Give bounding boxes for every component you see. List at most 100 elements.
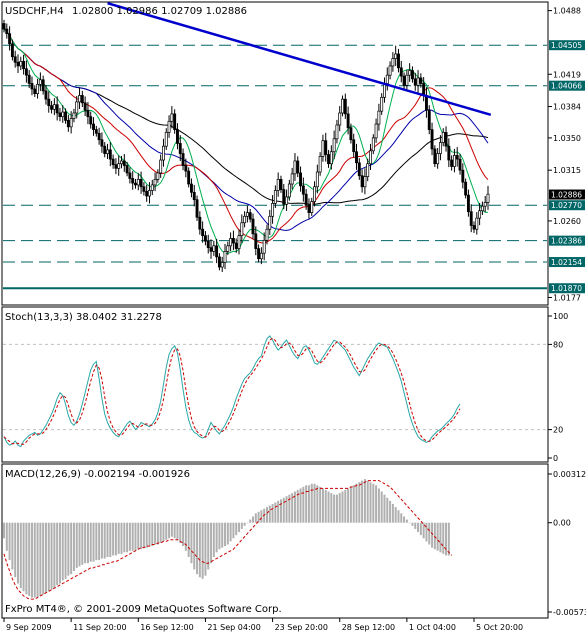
macd-histogram-bar xyxy=(372,483,375,523)
price-candle-body xyxy=(452,155,456,167)
price-candle-body xyxy=(111,158,115,165)
macd-histogram-bar xyxy=(179,522,182,543)
price-axis-label: 1.0419 xyxy=(553,70,581,79)
time-axis-label: 28 Sep 12:00 xyxy=(342,623,395,632)
macd-histogram-bar xyxy=(25,522,28,595)
macd-histogram-bar xyxy=(8,522,11,561)
macd-histogram-bar xyxy=(319,486,322,523)
macd-histogram-bar xyxy=(78,522,81,567)
price-candle-body xyxy=(89,116,93,125)
price-candle-body xyxy=(313,186,316,202)
macd-histogram-bar xyxy=(30,522,33,598)
macd-histogram-bar xyxy=(302,486,305,523)
macd-histogram-bar xyxy=(64,522,67,579)
price-candle-body xyxy=(55,104,59,114)
price-candle-body xyxy=(83,102,87,111)
macd-histogram-bar xyxy=(28,522,31,596)
macd-histogram-bar xyxy=(344,489,347,523)
macd-histogram-bar xyxy=(251,516,254,523)
price-candle-body xyxy=(282,189,286,205)
macd-histogram-bar xyxy=(123,522,126,553)
price-candle-body xyxy=(464,181,468,196)
price-candle-body xyxy=(41,79,45,92)
price-candle-body xyxy=(425,95,428,111)
price-axis-label: 1.0260 xyxy=(553,217,581,226)
macd-histogram-bar xyxy=(436,522,439,551)
macd-histogram-bar xyxy=(16,522,19,584)
macd-histogram-bar xyxy=(221,522,224,548)
macd-histogram-bar xyxy=(313,483,316,523)
price-candle-body xyxy=(108,149,112,160)
macd-histogram-bar xyxy=(3,522,5,539)
macd-histogram-bar xyxy=(224,522,227,547)
price-level-label: 1.04066 xyxy=(551,82,582,91)
stoch-panel-frame xyxy=(1,306,549,463)
price-candle-body xyxy=(47,98,51,106)
macd-histogram-bar xyxy=(154,522,157,545)
macd-histogram-bar xyxy=(72,522,75,572)
macd-histogram-bar xyxy=(394,507,397,523)
macd-histogram-bar xyxy=(321,488,324,523)
macd-histogram-bar xyxy=(338,493,341,523)
price-candle-body xyxy=(310,201,314,213)
macd-histogram-bar xyxy=(417,522,420,533)
macd-histogram-bar xyxy=(148,522,151,547)
macd-histogram-bar xyxy=(226,522,229,545)
price-candle-body xyxy=(184,165,188,172)
price-candle-body xyxy=(78,95,81,103)
time-axis-label: 21 Sep 04:00 xyxy=(207,623,260,632)
macd-histogram-bar xyxy=(117,522,120,554)
macd-histogram-bar xyxy=(366,480,369,523)
time-axis: 9 Sep 2009 11 Sep 20:00 16 Sep 12:00 21 Sep… xyxy=(3,618,523,632)
price-candle-body xyxy=(189,183,193,193)
macd-histogram-bar xyxy=(296,489,299,523)
price-candle-body xyxy=(10,43,14,58)
price-candle-body xyxy=(187,170,191,185)
price-candle-body xyxy=(145,191,149,197)
price-candle-body xyxy=(293,160,297,175)
price-candle-body xyxy=(450,159,454,167)
macd-histogram-bar xyxy=(277,500,280,523)
macd-panel: 0.00312 0.00 -0.00573 xyxy=(3,470,586,617)
macd-histogram-bar xyxy=(428,522,431,545)
macd-histogram-bar xyxy=(184,522,187,551)
macd-histogram-bar xyxy=(232,522,235,539)
macd-histogram-bar xyxy=(330,493,333,523)
price-candle-body xyxy=(335,124,339,140)
macd-histogram-bar xyxy=(193,522,196,570)
macd-axis-label: 0.00 xyxy=(553,519,571,528)
macd-histogram-bar xyxy=(11,522,14,570)
price-candle-body xyxy=(72,112,76,119)
time-axis-label: 9 Sep 2009 xyxy=(6,623,52,632)
macd-histogram-bar xyxy=(363,479,366,523)
price-candle-body xyxy=(366,163,370,177)
macd-histogram-bar xyxy=(389,500,392,523)
macd-histogram-bar xyxy=(198,522,201,578)
macd-histogram-bar xyxy=(120,522,123,554)
macd-histogram-bar xyxy=(89,522,92,562)
price-candle-body xyxy=(2,23,6,30)
price-candle-body xyxy=(419,77,423,84)
price-candle-body xyxy=(8,33,12,45)
macd-histogram-bar xyxy=(39,522,42,596)
ma-slow-line xyxy=(3,28,489,231)
macd-histogram-bar xyxy=(411,522,414,526)
stoch-panel: 100 80 20 0 xyxy=(3,312,568,463)
macd-histogram-bar xyxy=(414,522,417,529)
price-candle-body xyxy=(159,159,163,174)
macd-histogram-bar xyxy=(307,485,310,523)
price-axis-label: 1.0488 xyxy=(553,7,581,16)
price-candle-body xyxy=(106,149,109,154)
price-level-label-box xyxy=(549,80,585,91)
macd-histogram-bar xyxy=(361,480,364,523)
macd-histogram-bar xyxy=(229,522,232,542)
price-candle-body xyxy=(321,140,325,157)
price-candle-body xyxy=(377,110,381,125)
price-candle-body xyxy=(271,203,275,217)
macd-histogram-bar xyxy=(173,522,176,539)
price-candle-body xyxy=(422,83,426,96)
price-candle-body xyxy=(173,113,177,130)
price-level-label: 1.02770 xyxy=(551,201,582,210)
